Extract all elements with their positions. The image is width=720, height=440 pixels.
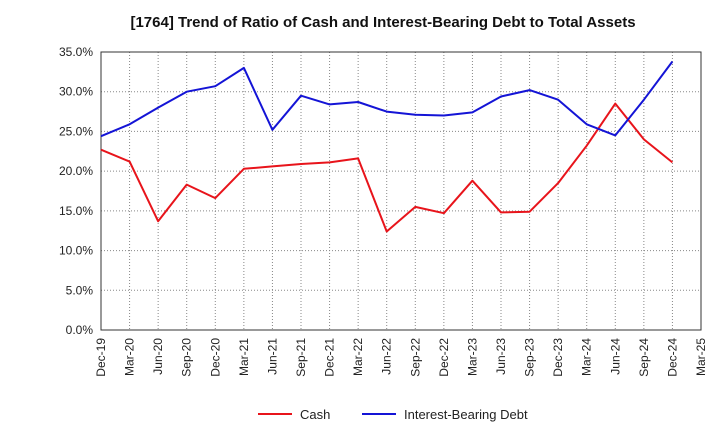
grid-layer: [100, 51, 702, 331]
series-line-1: [100, 60, 674, 138]
plot-border: [100, 51, 702, 331]
legend-label-0: Cash: [300, 407, 330, 422]
y-tick-label: 25.0%: [59, 124, 93, 138]
x-tick-label: Sep-20: [180, 338, 194, 377]
x-tick-label: Sep-24: [637, 338, 651, 377]
x-tick-label: Sep-23: [523, 338, 537, 377]
x-tick-label: Dec-22: [437, 338, 451, 377]
series-layer: [100, 60, 674, 233]
axes-layer: 0.0% 5.0% 10.0% 15.0% 20.0% 25.0% 30.0% 35.0% De…: [59, 45, 708, 377]
x-tick-label: Jun-23: [494, 338, 508, 375]
x-tick-label: Mar-23: [465, 338, 479, 376]
x-tick-label: Sep-22: [408, 338, 422, 377]
legend: Cash Interest-Bearing Debt: [258, 407, 528, 422]
y-tick-label: 10.0%: [59, 244, 93, 258]
y-tick-label: 15.0%: [59, 204, 93, 218]
x-tick-label: Jun-24: [608, 338, 622, 375]
y-tick-label: 0.0%: [66, 323, 94, 337]
x-tick-label: Dec-20: [208, 338, 222, 377]
x-tick-label: Jun-21: [265, 338, 279, 375]
x-tick-label: Sep-21: [294, 338, 308, 377]
x-tick-label: Dec-19: [94, 338, 108, 377]
series-line-0: [100, 102, 674, 233]
legend-label-1: Interest-Bearing Debt: [404, 407, 528, 422]
x-tick-label: Jun-20: [151, 338, 165, 375]
x-tick-label: Dec-24: [665, 338, 679, 377]
chart-title: [1764] Trend of Ratio of Cash and Intere…: [130, 14, 635, 31]
x-tick-label: Jun-22: [380, 338, 394, 375]
x-tick-label: Dec-21: [323, 338, 337, 377]
x-tick-label: Mar-24: [580, 338, 594, 376]
y-tick-label: 5.0%: [66, 283, 94, 297]
y-tick-label: 30.0%: [59, 85, 93, 99]
y-tick-label: 20.0%: [59, 164, 93, 178]
y-tick-label: 35.0%: [59, 45, 93, 59]
x-tick-label: Mar-22: [351, 338, 365, 376]
x-tick-label: Mar-21: [237, 338, 251, 376]
x-tick-label: Mar-20: [123, 338, 137, 376]
x-tick-label: Mar-25: [694, 338, 708, 376]
plot-area: [101, 52, 701, 330]
x-tick-label: Dec-23: [551, 338, 565, 377]
